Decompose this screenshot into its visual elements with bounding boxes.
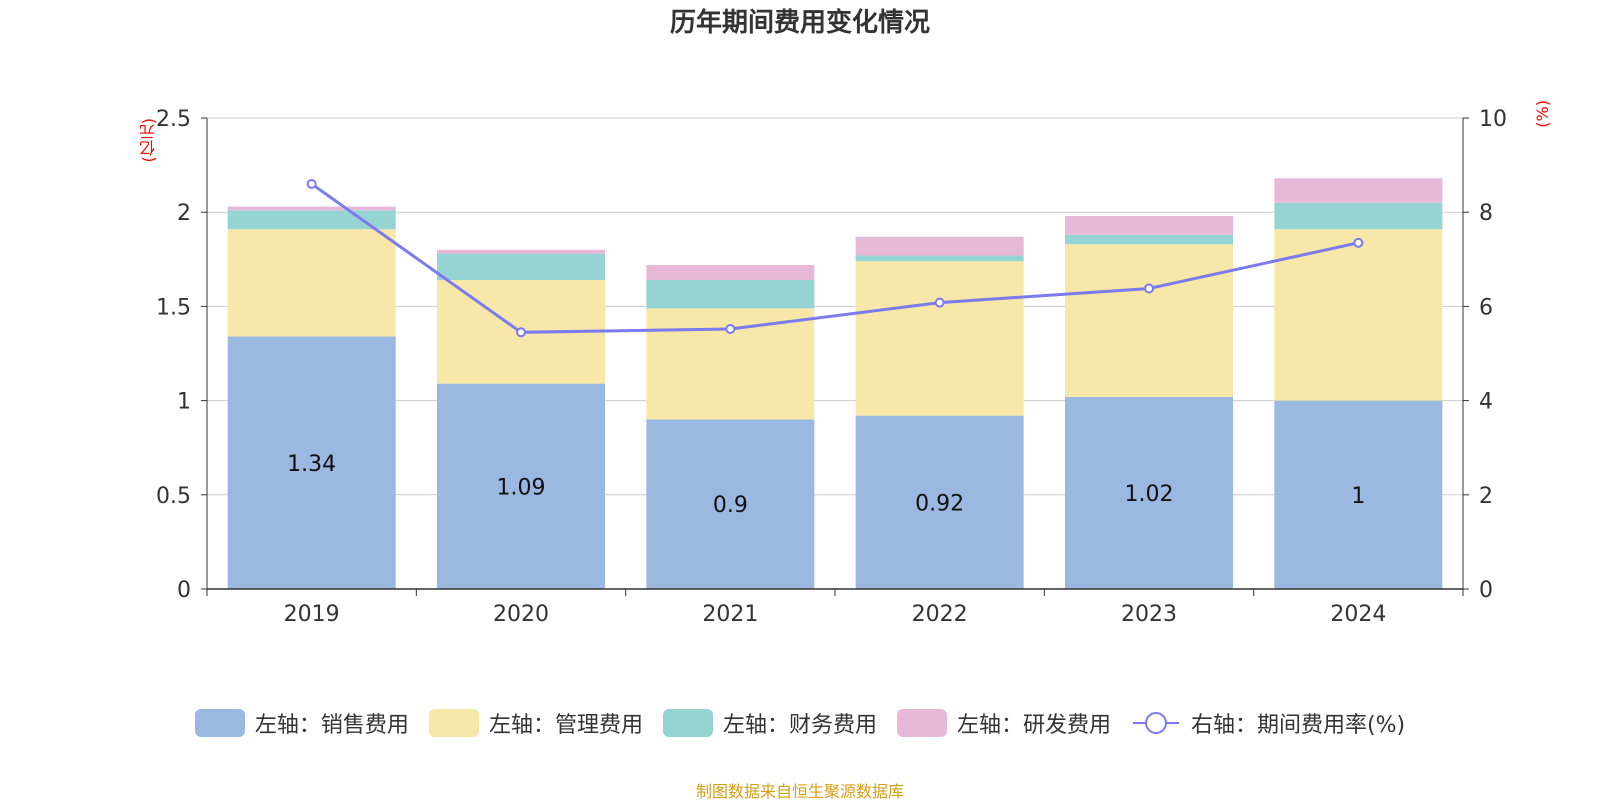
x-tick-label: 2022	[912, 602, 968, 627]
bar-sales	[646, 419, 815, 589]
bar-management	[1065, 244, 1233, 397]
bar-data-label: 1.02	[1125, 482, 1174, 507]
left-tick-label: 0.5	[156, 484, 191, 509]
bar-rd	[437, 249, 605, 254]
x-tick-label: 2024	[1330, 602, 1386, 627]
x-tick-label: 2021	[702, 602, 758, 627]
left-tick-label: 0	[177, 578, 191, 603]
bar-data-label: 0.9	[713, 493, 748, 518]
right-tick-label: 4	[1479, 390, 1493, 415]
legend-item-rd[interactable]: 左轴：研发费用	[896, 707, 1111, 739]
left-tick-label: 2	[177, 201, 191, 226]
left-tick-label: 1	[177, 390, 191, 415]
legend-label-finance: 左轴：财务费用	[722, 713, 877, 738]
bar-finance	[855, 255, 1024, 262]
rate-point	[1144, 283, 1154, 294]
bar-rd	[855, 236, 1024, 256]
x-tick-label: 2019	[284, 602, 340, 627]
rate-point	[725, 324, 736, 335]
rate-point	[934, 297, 945, 308]
legend-swatch-rd	[896, 709, 947, 737]
chart-title: 历年期间费用变化情况	[669, 8, 930, 38]
bar-management	[227, 229, 396, 337]
legend-label-management: 左轴：管理费用	[488, 713, 643, 738]
bar-data-label: 1	[1351, 484, 1365, 509]
bar-management	[855, 261, 1024, 416]
legend-item-finance[interactable]: 左轴：财务费用	[662, 707, 877, 739]
bar-data-label: 1.34	[287, 452, 336, 477]
right-tick-label: 2	[1479, 484, 1493, 509]
bar-management	[1274, 229, 1443, 401]
bar-rd	[227, 206, 396, 211]
legend-line-marker-icon	[1132, 712, 1179, 734]
left-tick-label: 1.5	[156, 295, 191, 320]
bar-finance	[437, 253, 605, 281]
bar-rd	[1065, 215, 1233, 235]
bar-finance	[646, 280, 815, 309]
legend-label-sales: 左轴：销售费用	[254, 713, 409, 738]
legend-item-management[interactable]: 左轴：管理费用	[428, 707, 643, 739]
x-tick-label: 2023	[1121, 602, 1177, 627]
bar-rd	[646, 264, 815, 281]
bar-data-label: 0.92	[915, 491, 964, 516]
bar-sales	[437, 383, 605, 589]
left-tick-label: 2.5	[156, 107, 191, 132]
rate-point	[306, 178, 317, 189]
legend-label-rd: 左轴：研发费用	[956, 713, 1111, 738]
bar-sales	[1274, 400, 1443, 589]
bar-sales	[227, 336, 396, 589]
data-source-note: 制图数据来自恒生聚源数据库	[695, 782, 904, 801]
chart-legend: 左轴：销售费用 左轴：管理费用 左轴：财务费用 左轴：研发费用 右轴：期间费用率…	[0, 707, 1600, 739]
right-tick-label: 0	[1479, 578, 1493, 603]
legend-swatch-sales	[194, 709, 245, 737]
legend-item-sales[interactable]: 左轴：销售费用	[194, 707, 409, 739]
legend-item-rate[interactable]: 右轴：期间费用率(%)	[1131, 707, 1405, 739]
bar-rd	[1274, 178, 1443, 203]
bar-data-label: 1.09	[497, 475, 546, 500]
bar-sales	[855, 415, 1024, 589]
rate-point	[1353, 237, 1364, 248]
legend-swatch-management	[428, 709, 479, 737]
bar-finance	[1065, 234, 1233, 245]
rate-line	[310, 182, 1359, 334]
legend-swatch-finance	[662, 709, 713, 737]
right-tick-label: 6	[1479, 295, 1493, 320]
x-tick-label: 2020	[493, 602, 549, 627]
right-tick-label: 10	[1479, 107, 1507, 132]
right-tick-label: 8	[1479, 201, 1493, 226]
bar-finance	[1274, 202, 1443, 230]
bar-sales	[1065, 396, 1233, 589]
legend-label-rate: 右轴：期间费用率(%)	[1190, 713, 1406, 738]
rate-point	[516, 327, 526, 338]
